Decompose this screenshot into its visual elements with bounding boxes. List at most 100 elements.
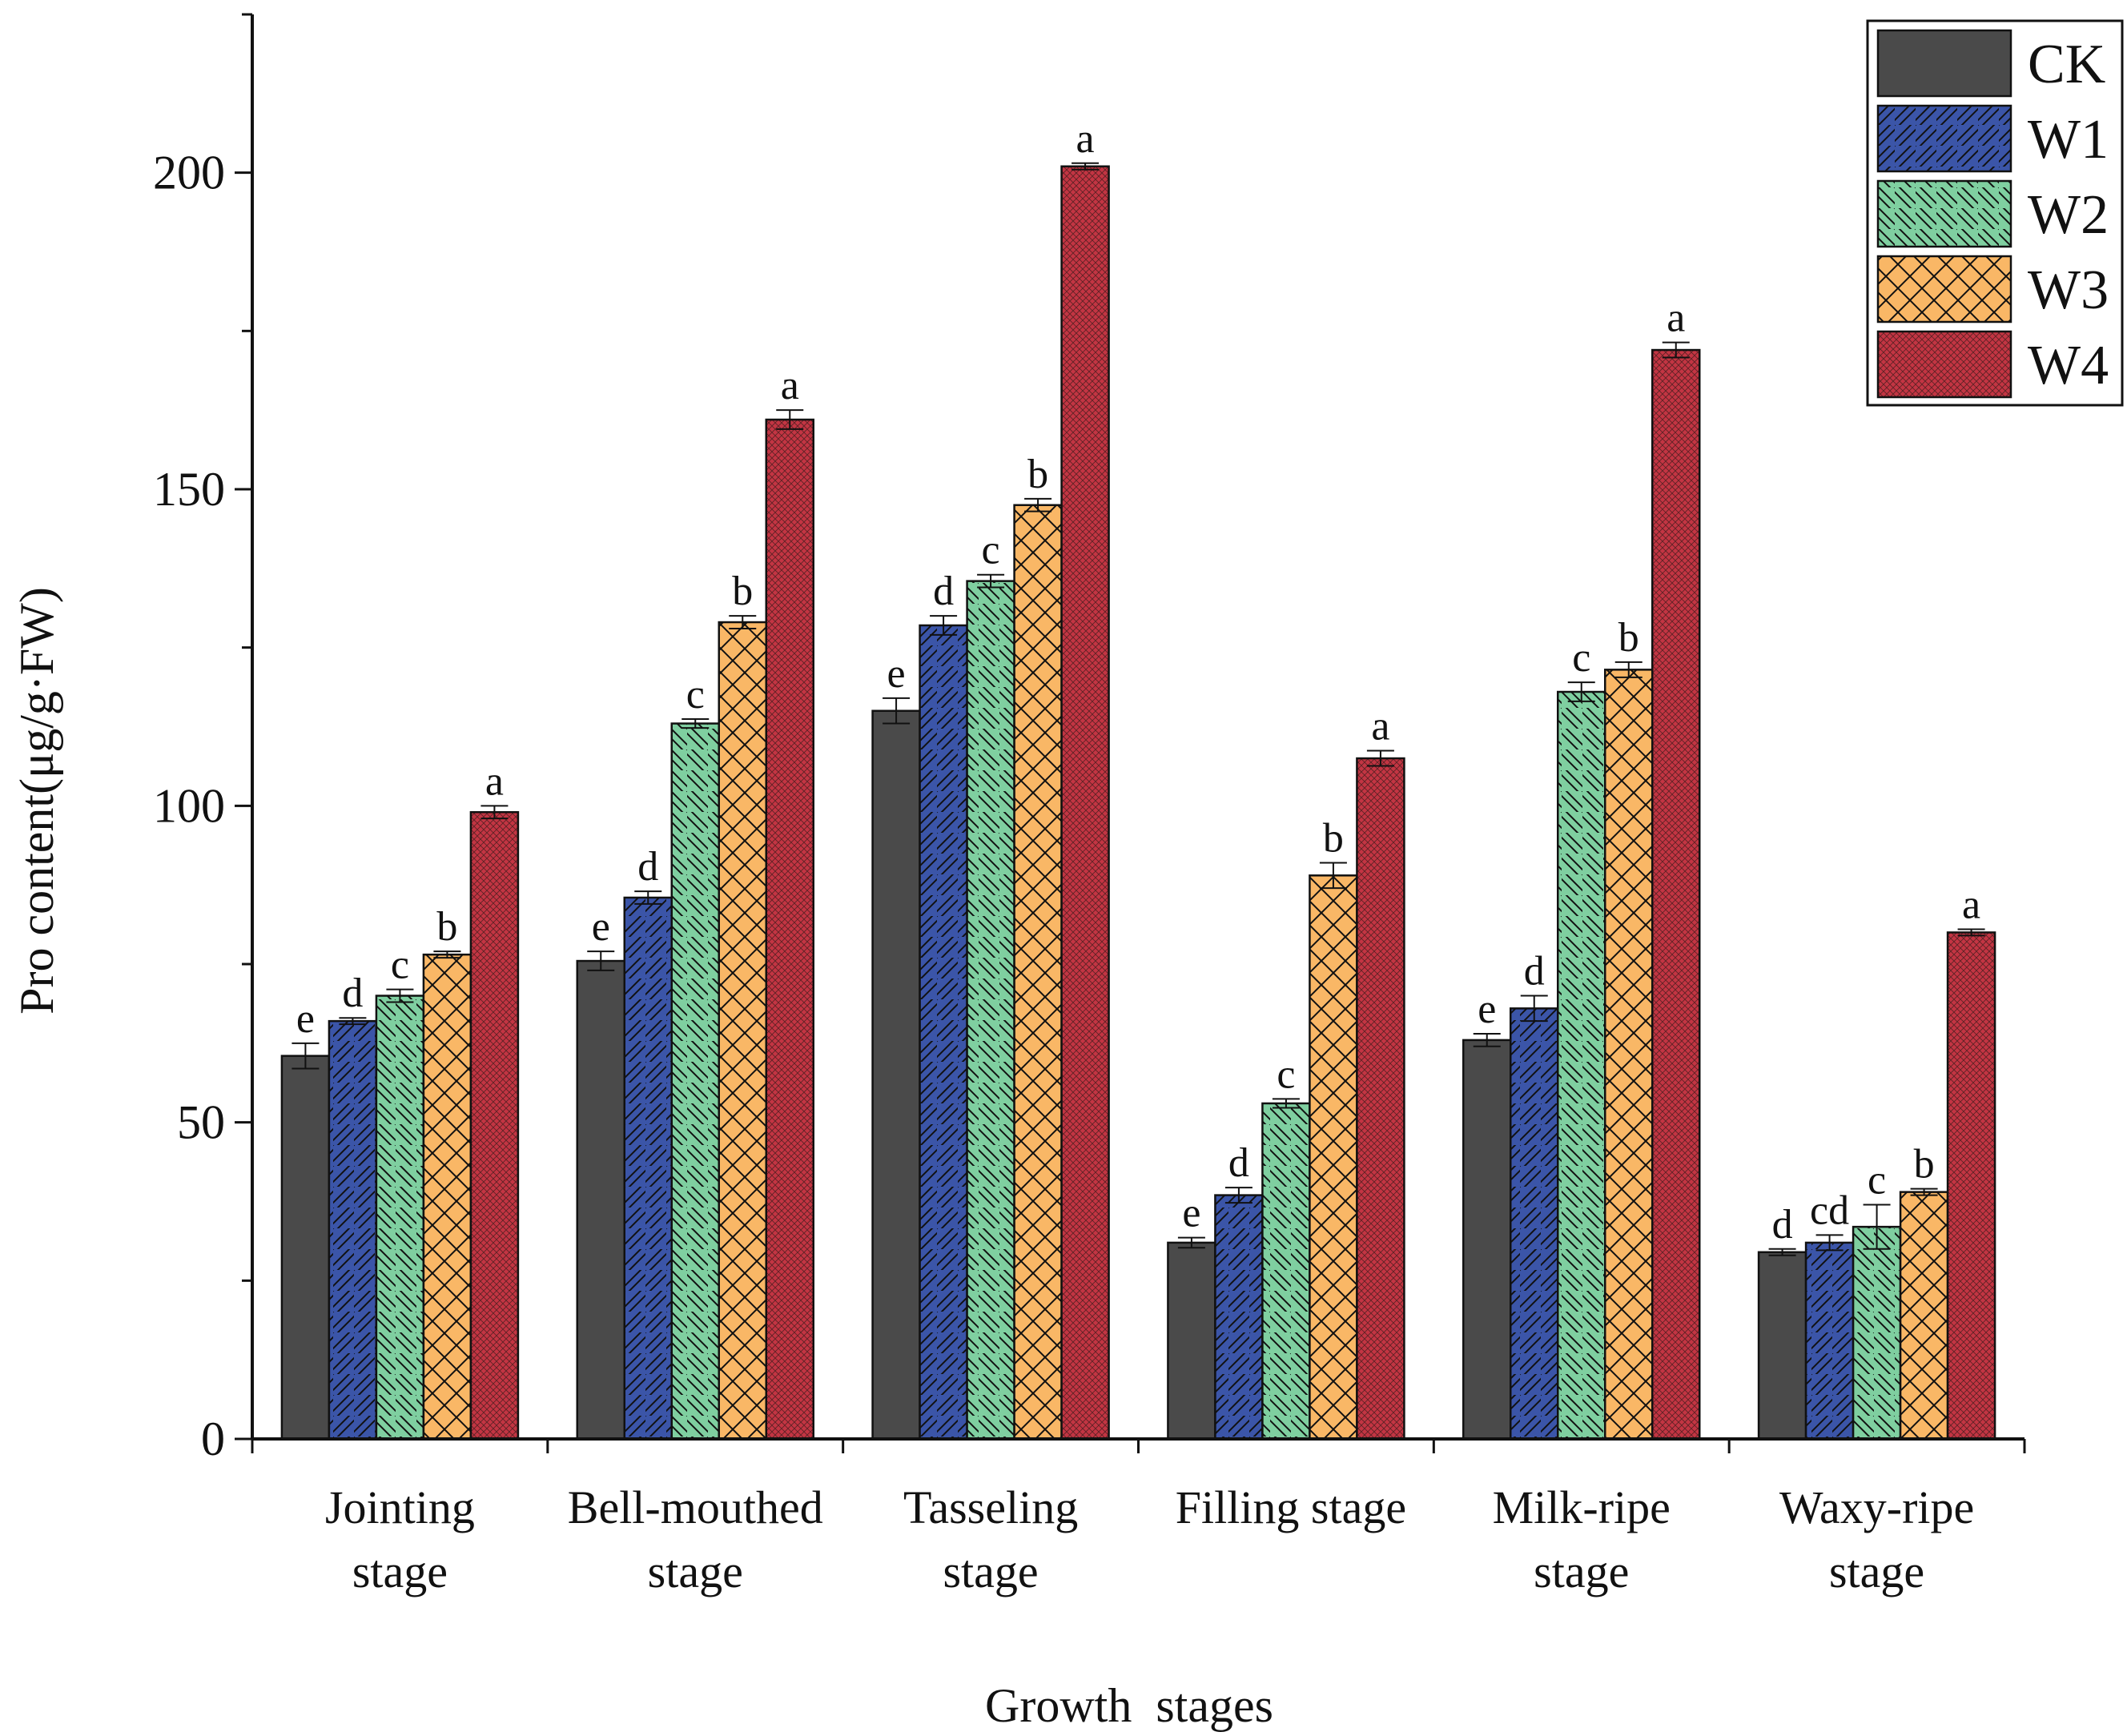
bar-hatch-w2-3 <box>1262 1103 1310 1439</box>
bar-hatch-w1-0 <box>328 1021 376 1439</box>
legend: CK W1 W2 W3 W4 <box>1866 19 2124 407</box>
bar-hatch-w3-2 <box>1014 504 1062 1440</box>
y-tick-label-50: 50 <box>177 1096 225 1149</box>
x-category-label-2: Tasseling <box>903 1481 1078 1533</box>
significance-letter-w4-2: a <box>1076 116 1095 162</box>
legend-swatch-ck <box>1878 30 2011 96</box>
bar-hatch-w4-4 <box>1652 350 1700 1439</box>
bar-hatch-w1-4 <box>1510 1008 1558 1439</box>
bar-hatch-w4-0 <box>470 812 518 1439</box>
significance-letter-w1-3: d <box>1228 1140 1249 1186</box>
x-category-label-1: stage <box>648 1545 743 1597</box>
significance-letter-w1-5: cd <box>1810 1187 1849 1233</box>
bar-ck-5 <box>1759 1252 1807 1439</box>
bar-ck-3 <box>1168 1242 1216 1439</box>
significance-letter-ck-3: e <box>1182 1191 1200 1236</box>
significance-letter-w1-4: d <box>1524 949 1545 995</box>
significance-letter-w2-1: c <box>686 672 705 717</box>
significance-letter-w4-1: a <box>781 363 799 408</box>
legend-swatch-hatch <box>1878 106 2011 171</box>
legend-swatch-hatch <box>1878 181 2011 247</box>
y-tick-label-0: 0 <box>201 1413 225 1465</box>
legend-label-w1: W1 <box>2028 109 2109 171</box>
error-bars-layer <box>292 162 1985 1256</box>
significance-letter-w1-1: d <box>637 844 658 890</box>
y-axis-title: Pro content(μg/g·FW) <box>10 587 63 1015</box>
bar-hatch-w1-2 <box>919 625 967 1439</box>
x-category-label-2: stage <box>943 1545 1038 1597</box>
bar-hatch-w2-0 <box>376 995 424 1439</box>
legend-swatch-hatch <box>1878 332 2011 397</box>
legend-swatch-outline <box>1876 104 2012 173</box>
significance-letter-ck-4: e <box>1478 987 1496 1032</box>
y-tick-label-200: 200 <box>153 147 225 199</box>
bar-hatch-w3-3 <box>1309 875 1357 1439</box>
significance-letter-w3-3: b <box>1323 815 1344 861</box>
bar-hatch-w4-2 <box>1061 166 1109 1439</box>
y-axis: 0 50 100 150 200 <box>153 13 254 1465</box>
x-category-label-5: stage <box>1829 1545 1924 1597</box>
significance-letter-w4-4: a <box>1667 295 1685 341</box>
legend-swatch-outline <box>1876 179 2012 248</box>
significance-letter-w2-5: c <box>1868 1157 1886 1203</box>
x-category-label-0: stage <box>352 1545 448 1597</box>
legend-label-w4: W4 <box>2028 335 2109 396</box>
significance-letter-w2-2: c <box>982 528 1000 573</box>
x-category-label-4: Milk-ripe <box>1493 1481 1671 1533</box>
significance-letter-w3-5: b <box>1914 1142 1935 1187</box>
bar-ck-1 <box>577 961 625 1439</box>
bar-hatch-w2-4 <box>1558 692 1606 1439</box>
bar-hatch-w1-3 <box>1215 1195 1263 1439</box>
bar-ck-0 <box>281 1055 329 1439</box>
legend-swatch-hatch <box>1878 256 2011 322</box>
legend-swatch-outline <box>1876 255 2012 323</box>
bar-hatch-w2-1 <box>671 723 719 1439</box>
category-labels: Jointing stage Bell-mouthed stage Tasseling s… <box>325 1481 1974 1597</box>
bar-hatch-w1-1 <box>624 897 672 1439</box>
significance-letter-ck-2: e <box>887 651 906 697</box>
x-category-label-1: Bell-mouthed <box>568 1481 823 1533</box>
significance-letter-w1-2: d <box>933 569 954 614</box>
significance-letter-w4-0: a <box>485 758 504 804</box>
significance-letter-w2-3: c <box>1277 1051 1295 1097</box>
bar-hatch-w2-5 <box>1853 1227 1901 1439</box>
significance-letter-w3-2: b <box>1027 452 1048 497</box>
x-axis-title: Growth stages <box>985 1679 1273 1732</box>
significance-letter-w2-0: c <box>391 942 409 988</box>
significance-letter-w3-0: b <box>436 904 457 950</box>
bar-hatch-w4-3 <box>1357 758 1405 1439</box>
significance-letter-w2-4: c <box>1572 635 1590 681</box>
x-category-label-5: Waxy-ripe <box>1779 1481 1974 1533</box>
bar-ck-4 <box>1463 1039 1511 1439</box>
bar-hatch-w3-5 <box>1900 1191 1948 1439</box>
legend-swatch-outline <box>1876 29 2012 98</box>
x-category-label-3: Filling stage <box>1176 1481 1406 1533</box>
bar-hatch-w4-1 <box>766 420 814 1440</box>
significance-letter-ck-0: e <box>296 996 315 1042</box>
significance-letter-w4-3: a <box>1371 704 1389 749</box>
legend-label-w3: W3 <box>2028 259 2109 321</box>
significance-letter-w3-1: b <box>732 569 753 614</box>
bar-hatch-w4-5 <box>1948 932 1996 1439</box>
legend-label-ck: CK <box>2028 34 2105 95</box>
bar-hatch-w3-4 <box>1605 669 1653 1439</box>
y-tick-label-100: 100 <box>153 779 225 832</box>
bar-hatch-w3-1 <box>718 622 766 1439</box>
x-axis <box>251 1437 2026 1453</box>
x-category-label-0: Jointing <box>325 1481 475 1533</box>
bar-hatch-w3-0 <box>423 954 471 1439</box>
significance-letter-w3-4: b <box>1618 615 1639 661</box>
legend-label-w2: W2 <box>2028 184 2109 246</box>
x-category-label-4: stage <box>1534 1545 1629 1597</box>
significance-letter-w4-5: a <box>1962 882 1980 928</box>
significance-letter-ck-5: d <box>1772 1202 1793 1248</box>
bar-hatch-w2-2 <box>967 581 1015 1439</box>
legend-swatch-outline <box>1876 330 2012 399</box>
bar-hatch-w1-5 <box>1806 1242 1854 1439</box>
bar-ck-2 <box>872 710 920 1439</box>
y-tick-label-150: 150 <box>153 463 225 516</box>
significance-letter-ck-1: e <box>592 904 610 950</box>
bars-layer <box>280 165 1996 1441</box>
